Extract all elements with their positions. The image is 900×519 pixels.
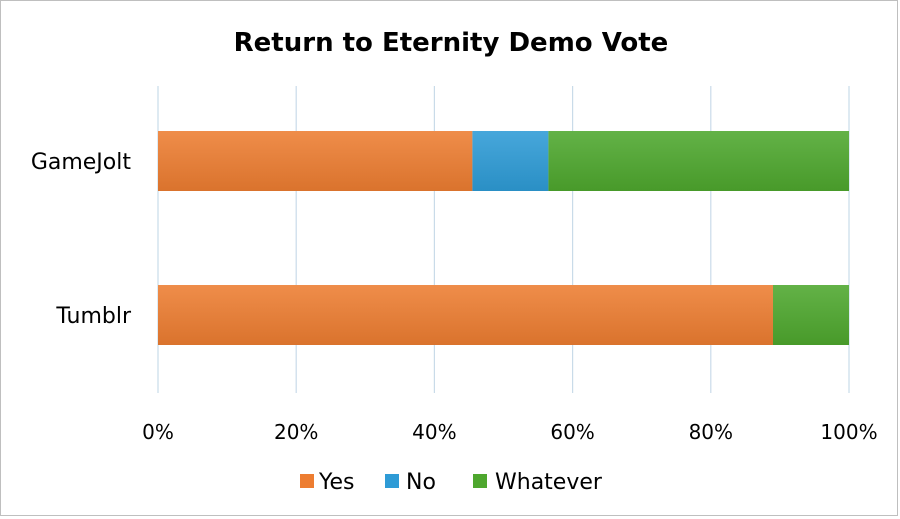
x-tick-labels: 0% 20% 40% 60% 80% 100% <box>142 420 877 444</box>
x-tick-label: 100% <box>820 420 877 444</box>
legend-swatch-yes <box>300 474 314 488</box>
bar-gamejolt-yes <box>158 131 473 191</box>
chart-title: Return to Eternity Demo Vote <box>234 28 669 58</box>
x-tick-label: 0% <box>142 420 174 444</box>
x-tick-label: 60% <box>550 420 594 444</box>
x-tick-label: 80% <box>689 420 733 444</box>
category-label: GameJolt <box>31 150 132 175</box>
legend-label-no: No <box>406 470 436 495</box>
legend-swatch-no <box>385 474 399 488</box>
category-labels: GameJolt Tumblr <box>31 150 132 329</box>
bar-gamejolt-no <box>472 131 549 191</box>
legend: Yes No Whatever <box>300 470 603 495</box>
legend-label-yes: Yes <box>318 470 355 495</box>
bar-tumblr-yes <box>158 285 773 345</box>
category-label: Tumblr <box>55 304 132 329</box>
x-tick-label: 20% <box>274 420 318 444</box>
bar-gamejolt-whatever <box>548 131 849 191</box>
legend-label-whatever: Whatever <box>495 470 603 495</box>
bar-tumblr-whatever <box>772 285 849 345</box>
bars <box>158 131 849 345</box>
x-tick-label: 40% <box>412 420 456 444</box>
legend-swatch-whatever <box>473 474 487 488</box>
